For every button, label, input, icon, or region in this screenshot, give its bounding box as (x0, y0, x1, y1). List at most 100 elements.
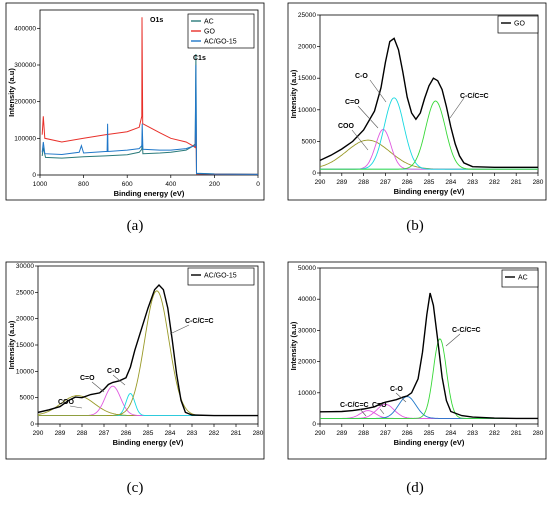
envelope-line (320, 292, 538, 420)
y-tick-label: 20000 (298, 359, 316, 366)
x-tick-label: 288 (77, 430, 88, 437)
x-tick-label: 288 (358, 179, 369, 186)
x-tick-label: 800 (78, 181, 89, 188)
peak-annotation: C-C/C=C (460, 93, 489, 100)
series-line-ac-go-15 (41, 64, 258, 175)
x-tick-label: 285 (424, 430, 435, 437)
x-tick-label: 0 (256, 181, 260, 188)
peak-annotation: C=O (80, 375, 95, 382)
legend-box (187, 267, 255, 286)
fit-peak-c-c-c-c (320, 100, 538, 170)
panel-frame (5, 261, 265, 460)
annotation-pointer (351, 129, 369, 151)
peak-annotation: C-C/C=C (185, 318, 214, 325)
peak-annotation: C-O (390, 386, 403, 393)
plot-content (320, 292, 538, 420)
y-axis-label: Intensity (a.u) (7, 320, 16, 369)
x-axis-label: Binding energy (eV) (394, 438, 465, 447)
plot-area (319, 14, 539, 174)
x-tick-label: 288 (358, 430, 369, 437)
x-tick-label: 281 (511, 430, 522, 437)
x-tick-label: 284 (445, 179, 456, 186)
x-tick-label: 282 (489, 179, 500, 186)
panel-frame (287, 261, 547, 460)
y-tick-label: 0 (312, 421, 316, 428)
x-axis-label: Binding energy (eV) (113, 438, 184, 447)
y-axis-label: Intensity (a.u) (289, 69, 298, 118)
legend-box (501, 269, 539, 288)
x-tick-label: 287 (99, 430, 110, 437)
legend-entry: AC/GO-15 (204, 39, 237, 46)
y-tick-label: 15000 (298, 75, 316, 82)
y-tick-label: 20000 (298, 44, 316, 51)
x-tick-label: 289 (336, 430, 347, 437)
annotation-pointer (69, 405, 83, 409)
y-tick-label: 200000 (14, 99, 36, 106)
annotation-pointer (449, 97, 465, 119)
annotation-pointer (379, 408, 385, 415)
y-tick-label: 5000 (20, 395, 35, 402)
y-tick-label: 30000 (298, 327, 316, 334)
caption-c: (c) (126, 480, 144, 496)
x-tick-label: 281 (231, 430, 242, 437)
peak-annotation: C-C/C=C (452, 327, 481, 334)
peak-annotation: C-O (355, 73, 368, 80)
legend: GO (497, 15, 539, 34)
x-tick-label: 290 (315, 430, 326, 437)
y-tick-label: 25000 (298, 12, 316, 19)
x-tick-label: 200 (209, 181, 220, 188)
panel-a: 1000 800 600 400 200 0 0 100000 200000 300000 4000… (5, 2, 265, 201)
legend-box (497, 15, 539, 34)
legend-box (187, 13, 255, 49)
annotation-pointer (359, 408, 367, 417)
x-tick-label: 290 (33, 430, 44, 437)
caption-d: (d) (406, 480, 424, 496)
caption-b: (b) (406, 218, 424, 234)
x-tick-label: 285 (143, 430, 154, 437)
y-tick-label: 30000 (16, 263, 34, 270)
plot-content (41, 17, 258, 175)
y-tick-label: 0 (30, 421, 34, 428)
envelope-line (320, 37, 538, 168)
x-tick-label: 285 (424, 179, 435, 186)
envelope-line (38, 283, 258, 417)
legend: AC (501, 269, 539, 288)
x-tick-label: 600 (122, 181, 133, 188)
peak-annotation: C-C/C=C (340, 402, 369, 409)
peak-annotation: C-O (107, 368, 120, 375)
peak-annotation: C1s (193, 55, 206, 62)
x-tick-label: 287 (380, 430, 391, 437)
plot-area (39, 9, 259, 176)
peak-annotation: COO (58, 399, 75, 406)
annotation-pointer (395, 392, 407, 403)
x-axis-label: Binding energy (eV) (114, 189, 185, 198)
x-tick-label: 286 (402, 430, 413, 437)
x-tick-label: 286 (121, 430, 132, 437)
y-tick-label: 400000 (14, 25, 36, 32)
y-tick-label: 40000 (298, 296, 316, 303)
fit-peak-c-o (320, 97, 538, 170)
peak-annotation: COO (338, 123, 355, 130)
x-tick-label: 283 (467, 179, 478, 186)
legend-entry: AC/GO-15 (204, 273, 237, 280)
y-tick-label: 0 (32, 172, 36, 179)
y-tick-label: 10000 (298, 107, 316, 114)
panel-b: 290 289 288 287 286 285 284 283 282 281 280 0 5000 10… (287, 2, 547, 201)
legend-entry: GO (204, 29, 215, 36)
legend: AC/GO-15 (187, 267, 255, 286)
x-tick-label: 280 (253, 430, 264, 437)
x-axis-label: Binding energy (eV) (394, 187, 465, 196)
x-tick-label: 281 (511, 179, 522, 186)
y-tick-label: 0 (312, 170, 316, 177)
x-tick-label: 286 (402, 179, 413, 186)
annotation-pointer (369, 79, 387, 103)
panel-d: 290 289 288 287 286 285 284 283 282 281 280 0 10000 2… (287, 261, 547, 460)
x-tick-label: 290 (315, 179, 326, 186)
fit-peak-coo (320, 139, 538, 170)
x-tick-label: 289 (336, 179, 347, 186)
y-tick-label: 20000 (16, 316, 34, 323)
plot-content (38, 283, 258, 417)
panel-frame (287, 2, 547, 201)
y-tick-label: 10000 (298, 390, 316, 397)
